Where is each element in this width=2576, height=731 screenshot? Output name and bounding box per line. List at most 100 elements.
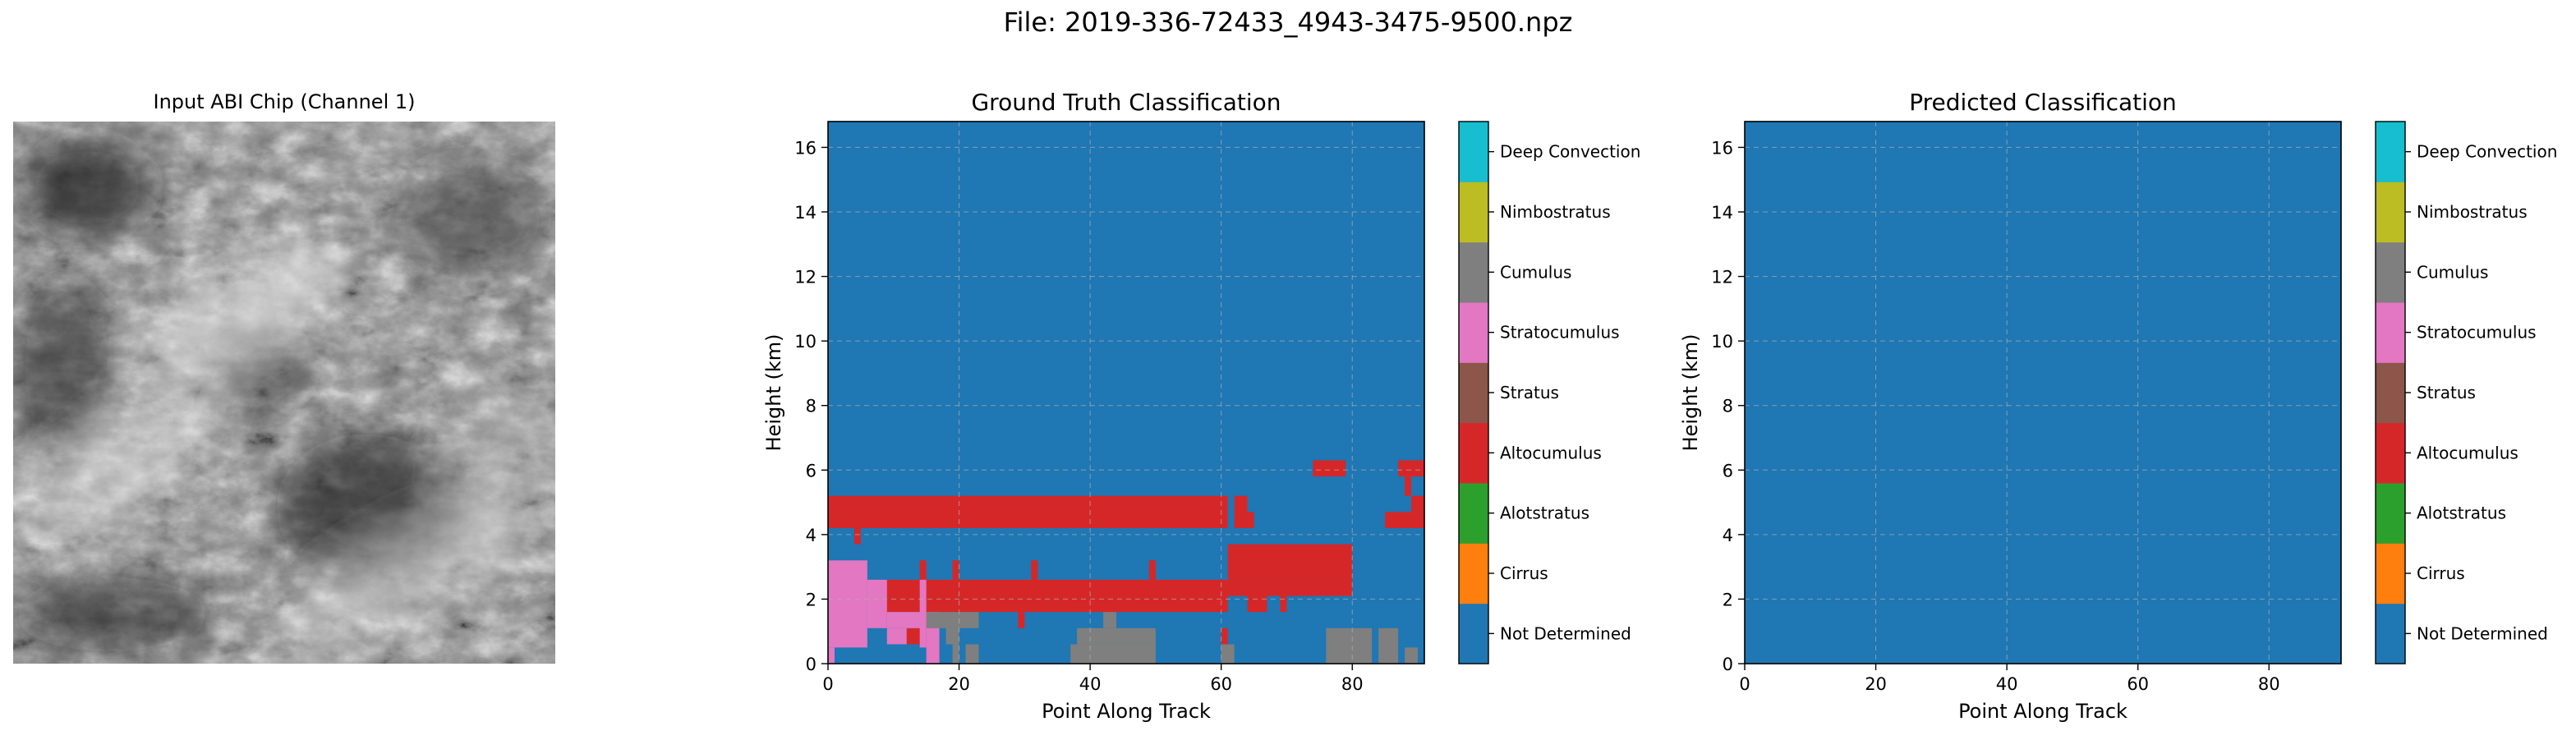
class-cell-altocumulus bbox=[1385, 512, 1424, 528]
x-tick-label: 0 bbox=[1739, 674, 1750, 694]
y-tick-label: 14 bbox=[1711, 203, 1733, 223]
colorbar-swatch bbox=[1459, 182, 1488, 243]
colorbar-swatch bbox=[1459, 543, 1488, 605]
colorbar-label: Deep Convection bbox=[1500, 142, 1640, 162]
class-cell-cumulus bbox=[1326, 628, 1373, 664]
x-tick-label: 20 bbox=[1865, 674, 1887, 694]
predicted-chart: Predicted Classification 0 20 40 60 80 0 2 4 6 8 10… bbox=[1679, 89, 2557, 723]
class-cell-altocumulus bbox=[828, 495, 1228, 528]
class-cell-cumulus bbox=[1221, 644, 1235, 664]
class-cell-altocumulus bbox=[1221, 628, 1228, 645]
y-tick-label: 8 bbox=[806, 397, 816, 416]
colorbar-label: Stratus bbox=[1500, 383, 1559, 402]
colorbar-label: Stratocumulus bbox=[2417, 323, 2537, 343]
class-cell-altocumulus bbox=[1411, 495, 1424, 513]
class-cell-cumulus bbox=[1070, 644, 1156, 664]
class-cell-stratocumulus bbox=[828, 647, 835, 664]
y-tick-label: 12 bbox=[794, 268, 816, 287]
colorbar-swatch bbox=[1459, 362, 1488, 424]
class-cell-altocumulus bbox=[1031, 560, 1038, 580]
colorbar-swatch bbox=[2376, 182, 2405, 243]
plot-frame bbox=[1744, 121, 2342, 664]
predicted-panel: Predicted Classification 0 20 40 60 80 0 2 4 6 8 10… bbox=[1656, 78, 2576, 727]
class-cell-stratocumulus bbox=[867, 579, 887, 628]
class-cell-cumulus bbox=[965, 644, 979, 664]
colorbar-swatch bbox=[1459, 122, 1488, 182]
ground-truth-panel: Ground Truth Classification 0 20 40 60 80 0 2 4 6… bbox=[739, 78, 1676, 727]
class-cell-altocumulus bbox=[1405, 476, 1412, 496]
colorbar-label: Alotstratus bbox=[2417, 503, 2506, 523]
class-cell-cumulus bbox=[1103, 612, 1117, 628]
colorbar-label: Cirrus bbox=[1500, 563, 1548, 583]
colorbar-frame bbox=[1458, 121, 1489, 664]
colorbar-swatch bbox=[2376, 422, 2405, 484]
class-cell-stratocumulus bbox=[886, 628, 907, 645]
colorbar-swatch bbox=[2376, 483, 2405, 544]
colorbar-label: Alotstratus bbox=[1500, 503, 1589, 523]
colorbar-swatch bbox=[1459, 603, 1488, 664]
class-cell-altocumulus bbox=[1247, 512, 1254, 528]
y-tick-label: 10 bbox=[1711, 332, 1733, 352]
class-cell-altocumulus bbox=[952, 560, 959, 580]
class-cell-altocumulus bbox=[1280, 595, 1287, 613]
class-cell-altocumulus bbox=[1398, 460, 1424, 477]
colorbar-label: Nimbostratus bbox=[2417, 202, 2528, 222]
y-tick-label: 2 bbox=[806, 590, 816, 609]
class-cell-altocumulus bbox=[1148, 560, 1156, 580]
input-panel-title: Input ABI Chip (Channel 1) bbox=[153, 90, 416, 113]
class-cell-altocumulus bbox=[1227, 579, 1353, 596]
chart-title: Ground Truth Classification bbox=[971, 89, 1281, 116]
colorbar-label: Cirrus bbox=[2417, 563, 2465, 583]
y-tick-label: 6 bbox=[806, 461, 816, 480]
colorbar-label: Cumulus bbox=[1500, 262, 1571, 282]
abi-image bbox=[13, 122, 555, 664]
colorbar-swatch bbox=[1459, 241, 1488, 303]
colorbar-swatch bbox=[1459, 302, 1488, 363]
x-tick-label: 40 bbox=[1079, 674, 1102, 694]
colorbar-swatch bbox=[2376, 603, 2405, 664]
colorbar-label: Not Determined bbox=[1500, 623, 1631, 643]
x-tick-label: 40 bbox=[1996, 674, 2018, 694]
y-tick-label: 14 bbox=[794, 203, 816, 223]
class-cell-cumulus bbox=[1077, 628, 1156, 645]
class-cell-altocumulus bbox=[919, 560, 927, 580]
y-tick-label: 0 bbox=[1723, 655, 1733, 674]
y-tick-label: 2 bbox=[1723, 590, 1733, 609]
colorbar-swatch bbox=[2376, 543, 2405, 605]
colorbar-label: Altocumulus bbox=[2417, 443, 2518, 462]
x-axis-label: Point Along Track bbox=[1958, 700, 2128, 723]
ground-truth-chart: Ground Truth Classification 0 20 40 60 80 0 2 4 6… bbox=[762, 89, 1640, 723]
colorbar-swatch bbox=[1459, 483, 1488, 544]
figure-title: File: 2019-336-72433_4943-3475-9500.npz bbox=[1003, 7, 1573, 38]
background-cells bbox=[1745, 122, 2341, 664]
class-cell-altocumulus bbox=[1234, 495, 1248, 528]
x-tick-label: 20 bbox=[948, 674, 970, 694]
y-tick-label: 4 bbox=[806, 526, 816, 545]
class-cell-stratocumulus bbox=[919, 579, 927, 648]
y-tick-label: 6 bbox=[1723, 461, 1733, 480]
colorbar-swatch bbox=[2376, 122, 2405, 182]
colorbar-swatch bbox=[2376, 362, 2405, 424]
abi-image-graphic bbox=[13, 122, 555, 664]
plot-frame bbox=[827, 121, 1425, 664]
y-tick-label: 0 bbox=[806, 655, 816, 674]
colorbar-label: Cumulus bbox=[2417, 262, 2488, 282]
class-cell-altocumulus bbox=[1313, 460, 1346, 477]
class-cell-cumulus bbox=[945, 628, 959, 645]
y-tick-label: 16 bbox=[1711, 138, 1733, 158]
colorbar-label: Deep Convection bbox=[2417, 142, 2557, 162]
colorbar-swatch bbox=[2376, 241, 2405, 303]
y-axis-label: Height (km) bbox=[1679, 334, 1702, 452]
x-tick-label: 0 bbox=[822, 674, 833, 694]
colorbar-frame bbox=[2375, 121, 2406, 664]
class-cell-altocumulus bbox=[1018, 612, 1025, 628]
y-tick-label: 8 bbox=[1723, 397, 1733, 416]
x-tick-label: 80 bbox=[2258, 674, 2280, 694]
x-tick-label: 80 bbox=[1341, 674, 1364, 694]
class-cell-altocumulus bbox=[853, 528, 861, 545]
class-cell-altocumulus bbox=[880, 579, 1228, 613]
chart-title: Predicted Classification bbox=[1909, 89, 2177, 116]
class-cell-cumulus bbox=[1378, 628, 1399, 664]
y-tick-label: 16 bbox=[794, 138, 816, 158]
class-cell-cumulus bbox=[1405, 647, 1419, 664]
